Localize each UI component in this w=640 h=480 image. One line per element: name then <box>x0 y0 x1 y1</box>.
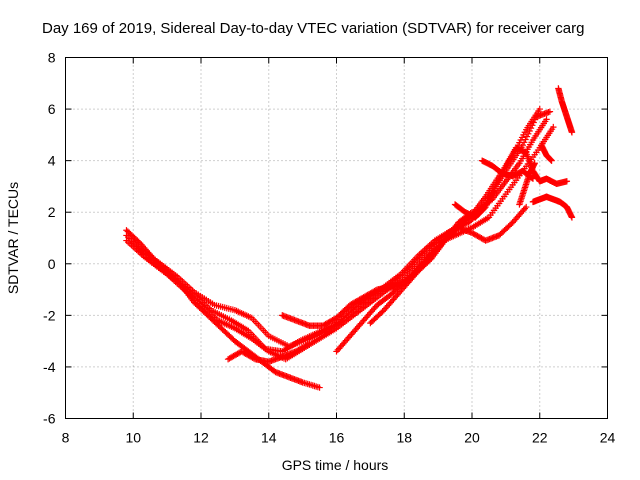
series-track-12 <box>538 141 555 164</box>
x-tick-label: 8 <box>62 430 70 446</box>
data-point <box>306 340 313 347</box>
data-point <box>543 116 550 123</box>
data-point <box>536 105 543 113</box>
y-tick-label: 4 <box>48 153 56 169</box>
data-point <box>568 214 576 221</box>
data-point <box>519 141 527 149</box>
data-point <box>548 157 555 164</box>
series-track-11 <box>529 193 576 221</box>
data-point <box>550 123 557 131</box>
data-point <box>304 341 312 348</box>
data-point <box>546 108 554 115</box>
data-point <box>520 139 528 146</box>
series-track-1 <box>123 105 543 350</box>
series-track-5 <box>224 340 313 365</box>
y-tick-label: 6 <box>48 101 56 117</box>
series-track-14 <box>516 160 538 208</box>
x-tick-label: 18 <box>396 430 412 446</box>
x-tick-label: 14 <box>261 430 277 446</box>
y-tick-label: 0 <box>48 256 56 272</box>
x-tick-label: 20 <box>464 430 480 446</box>
x-tick-label: 12 <box>193 430 209 446</box>
x-tick-label: 22 <box>532 430 548 446</box>
y-tick-label: 8 <box>48 50 56 66</box>
series-track-3 <box>130 123 557 363</box>
data-point <box>523 203 530 211</box>
chart-title: Day 169 of 2019, Sidereal Day-to-day VTE… <box>42 20 584 37</box>
data-points <box>123 85 576 391</box>
y-tick-label: -2 <box>43 307 56 323</box>
data-point <box>530 119 537 126</box>
series-track-10 <box>478 157 537 182</box>
data-point <box>526 127 533 135</box>
data-point <box>523 133 531 140</box>
series-track-6 <box>279 209 476 329</box>
x-axis-label: GPS time / hours <box>282 457 389 473</box>
data-point <box>522 136 529 143</box>
data-point <box>568 129 576 136</box>
y-tick-label: -6 <box>43 411 56 427</box>
series-track-13 <box>555 85 576 136</box>
data-point <box>531 160 538 167</box>
data-point <box>525 130 532 138</box>
y-axis-label: SDTVAR / TECUs <box>5 182 21 294</box>
y-tick-label: -4 <box>43 359 56 375</box>
x-tick-label: 10 <box>125 430 141 446</box>
data-point <box>531 116 539 123</box>
data-point <box>529 122 536 129</box>
data-point <box>563 178 571 185</box>
x-tick-label: 16 <box>329 430 345 446</box>
series-track-9 <box>451 144 571 221</box>
y-tick-label: 2 <box>48 204 56 220</box>
x-tick-label: 24 <box>600 430 616 446</box>
data-point <box>527 124 535 132</box>
series-track-7 <box>333 203 530 355</box>
grid <box>65 57 608 419</box>
data-point <box>316 384 323 391</box>
